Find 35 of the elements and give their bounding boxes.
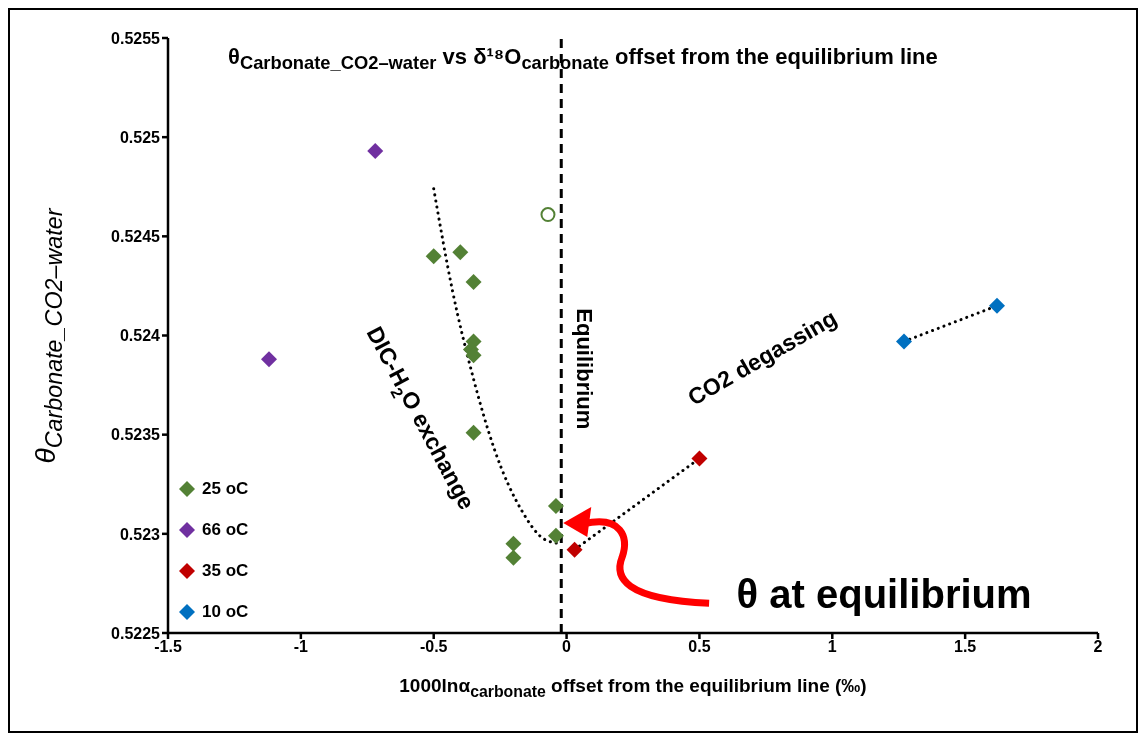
x-tick-label: -0.5 bbox=[419, 638, 448, 656]
y-tick-label: 0.5235 bbox=[111, 426, 161, 444]
point bbox=[691, 450, 708, 467]
y-tick-label: 0.5255 bbox=[111, 29, 161, 47]
y-tick-label: 0.524 bbox=[119, 327, 161, 345]
point bbox=[505, 549, 522, 566]
point bbox=[540, 207, 556, 223]
y-tick-label: 0.523 bbox=[119, 525, 161, 543]
y-tick-label: 0.525 bbox=[119, 128, 161, 146]
legend-label: 35 oC bbox=[202, 560, 249, 581]
x-tick-label: 0.5 bbox=[688, 638, 711, 656]
point bbox=[547, 527, 564, 544]
ref-line-label: Equilibrium bbox=[572, 308, 598, 430]
x-tick-label: 1 bbox=[827, 638, 837, 656]
legend-label: 25 oC bbox=[202, 478, 249, 499]
point bbox=[260, 351, 277, 368]
x-tick-label: 1.5 bbox=[954, 638, 977, 656]
y-tick-label: 0.5245 bbox=[111, 228, 161, 246]
point bbox=[896, 333, 913, 350]
point bbox=[989, 297, 1006, 314]
point bbox=[465, 273, 482, 290]
point bbox=[566, 541, 583, 558]
point bbox=[547, 498, 564, 515]
legend-label: 66 oC bbox=[202, 519, 249, 540]
point bbox=[505, 535, 522, 552]
x-tick-label: 0 bbox=[562, 638, 572, 656]
x-tick-label: 2 bbox=[1093, 638, 1103, 656]
annotation: θ at equilibrium bbox=[736, 571, 1032, 616]
x-tick-label: -1 bbox=[293, 638, 309, 656]
x-axis-title: 1000lnα$_{carbonate}$ offset from the equilibrium line (‰) bbox=[398, 675, 868, 701]
point bbox=[367, 143, 384, 160]
chart-title: θ$_{Carbonate_CO2–water}$ vs δ¹⁸O$_{carbonate}$ offset from the equilibrium line bbox=[228, 44, 938, 75]
point bbox=[425, 248, 442, 265]
point bbox=[452, 244, 469, 261]
legend-label: 10 oC bbox=[202, 601, 249, 622]
